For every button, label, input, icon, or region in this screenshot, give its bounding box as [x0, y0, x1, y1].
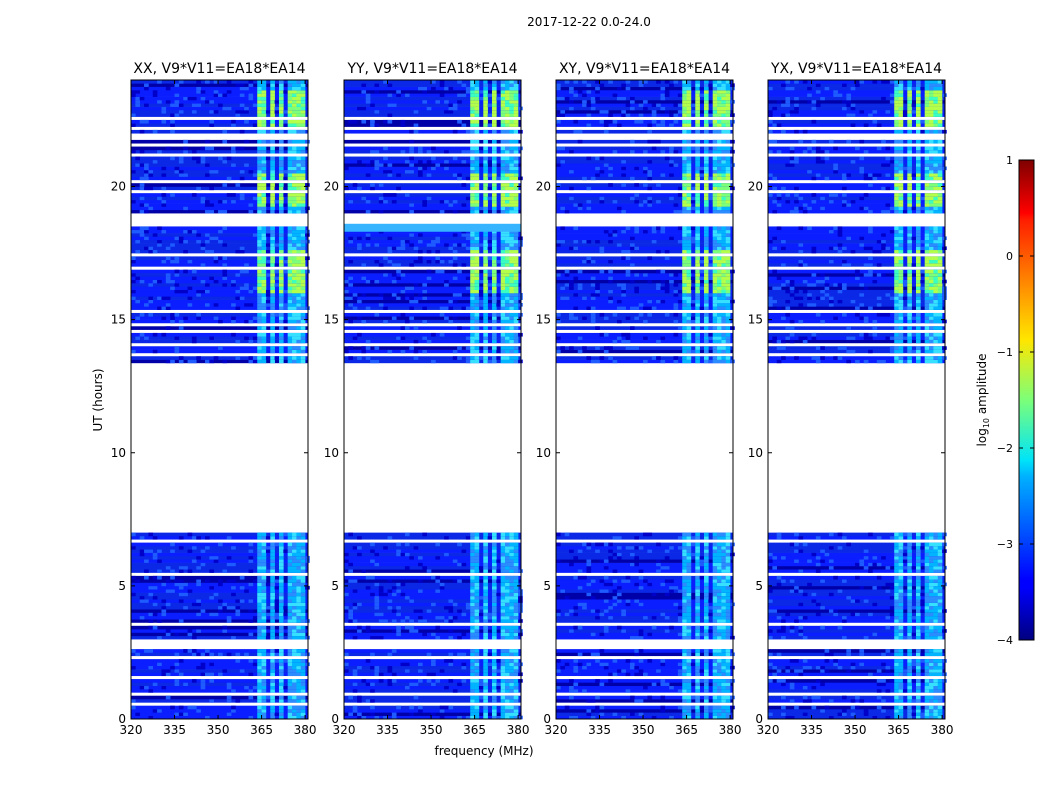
y-tick-label: 20	[111, 180, 126, 194]
y-tick-label: 10	[536, 446, 551, 460]
panel-xy: XY, V9*V11=EA18*EA14 320 335 350 365 380 0 5 10 1…	[536, 61, 742, 737]
heatmap-xx	[131, 80, 310, 720]
colorbar: 1 0 −1 −2 −3 −4 log10 amplitude	[975, 154, 1035, 647]
y-tick-label: 0	[543, 712, 551, 726]
colorbar-label: log10 amplitude	[975, 354, 991, 447]
x-tick-label: 350	[632, 723, 655, 737]
y-tick-label: 20	[748, 180, 763, 194]
colorbar-tick-label: 1	[1006, 154, 1013, 167]
y-tick-label: 20	[536, 180, 551, 194]
y-tick-label: 5	[543, 579, 551, 593]
y-tick-label: 0	[331, 712, 339, 726]
heatmap-yx	[768, 80, 947, 720]
y-tick-label: 10	[748, 446, 763, 460]
x-tick-label: 380	[719, 723, 742, 737]
y-tick-label: 10	[111, 446, 126, 460]
panel-frame	[767, 79, 946, 720]
panel-frame	[343, 79, 522, 720]
panel-frame	[130, 79, 309, 720]
colorbar-ticks: 1 0 −1 −2 −3 −4	[997, 154, 1034, 647]
heatmap-xy	[556, 80, 735, 720]
x-tick-label: 365	[887, 723, 910, 737]
x-tick-label: 335	[163, 723, 186, 737]
panel-frame	[555, 79, 734, 720]
x-tick-label: 320	[120, 723, 143, 737]
x-tick-label: 320	[757, 723, 780, 737]
figure-suptitle: 2017-12-22 0.0-24.0	[527, 15, 651, 29]
panel-yy: YY, V9*V11=EA18*EA14 320 335 350 365 380 0 5 10 1…	[324, 61, 530, 737]
y-axis-label: UT (hours)	[91, 368, 105, 431]
colorbar-gradient	[1018, 159, 1035, 641]
x-tick-label: 365	[463, 723, 486, 737]
x-tick-label: 365	[675, 723, 698, 737]
x-tick-label: 335	[800, 723, 823, 737]
y-tick-label: 0	[118, 712, 126, 726]
x-tick-label: 350	[844, 723, 867, 737]
y-tick-label: 20	[324, 180, 339, 194]
x-tick-label: 335	[588, 723, 611, 737]
x-tick-label: 350	[207, 723, 230, 737]
panel-title: YY, V9*V11=EA18*EA14	[346, 61, 517, 77]
y-tick-label: 0	[755, 712, 763, 726]
y-tick-label: 15	[536, 313, 551, 327]
x-tick-label: 320	[333, 723, 356, 737]
y-tick-label: 10	[324, 446, 339, 460]
y-tick-label: 15	[111, 313, 126, 327]
panel-yx: YX, V9*V11=EA18*EA14 320 335 350 365 380 0 5 10 1…	[748, 61, 954, 737]
y-tick-label: 5	[755, 579, 763, 593]
x-tick-label: 335	[376, 723, 399, 737]
y-tick-label: 5	[331, 579, 339, 593]
y-tick-label: 15	[748, 313, 763, 327]
panel-title: XY, V9*V11=EA18*EA14	[559, 61, 730, 77]
heatmap-yy	[344, 80, 523, 720]
colorbar-tick-label: −2	[997, 442, 1013, 455]
panels: XX, V9*V11=EA18*EA14 320 335 350 365 380 0 5 10 1…	[111, 61, 954, 737]
x-axis-label: frequency (MHz)	[434, 744, 533, 758]
colorbar-tick-label: 0	[1006, 250, 1013, 263]
x-tick-label: 380	[294, 723, 317, 737]
x-tick-label: 380	[507, 723, 530, 737]
colorbar-tick-label: −3	[997, 538, 1013, 551]
y-tick-label: 15	[324, 313, 339, 327]
y-tick-label: 5	[118, 579, 126, 593]
yy-band	[344, 223, 521, 232]
panel-xx: XX, V9*V11=EA18*EA14 320 335 350 365 380 0 5 10 1…	[111, 61, 317, 737]
x-tick-label: 350	[420, 723, 443, 737]
colorbar-tick-label: −4	[997, 634, 1013, 647]
panel-title: XX, V9*V11=EA18*EA14	[133, 61, 305, 77]
x-tick-label: 380	[931, 723, 954, 737]
x-tick-label: 365	[250, 723, 273, 737]
colorbar-tick-label: −1	[997, 346, 1013, 359]
panel-title: YX, V9*V11=EA18*EA14	[770, 61, 942, 77]
x-tick-label: 320	[545, 723, 568, 737]
